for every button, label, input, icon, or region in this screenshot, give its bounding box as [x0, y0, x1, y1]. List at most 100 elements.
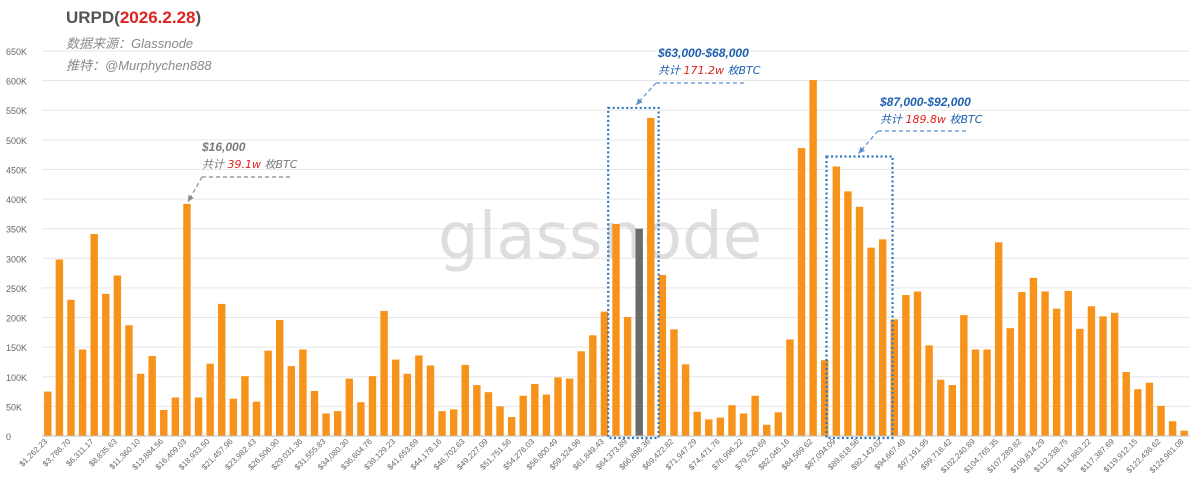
bar	[693, 411, 701, 436]
bar	[844, 191, 852, 436]
bar	[473, 385, 481, 436]
y-tick-label: 400K	[6, 195, 27, 205]
bar	[426, 365, 435, 436]
annotation-supply-label: 共计 39.1w 枚BTC	[202, 158, 298, 171]
bar	[78, 349, 87, 436]
bar	[716, 417, 725, 436]
bar	[507, 417, 516, 436]
y-tick-label: 150K	[6, 343, 27, 353]
annotation-supply-suffix: 枚BTC	[946, 113, 983, 126]
bar	[1099, 316, 1107, 436]
bar	[102, 293, 110, 436]
bar	[333, 411, 342, 436]
annotation-supply-suffix: 枚BTC	[724, 64, 761, 77]
bar	[728, 405, 736, 436]
annotation-arrow-head	[858, 146, 865, 154]
bar	[113, 275, 122, 436]
bar	[276, 319, 284, 436]
y-tick-label: 300K	[6, 254, 27, 264]
bar	[971, 349, 980, 436]
bar	[252, 401, 261, 436]
y-tick-label: 0	[6, 432, 11, 442]
bar	[948, 385, 956, 436]
bar	[218, 303, 226, 436]
y-tick-label: 350K	[6, 225, 27, 235]
annotation-supply-amount: 39.1w	[228, 158, 262, 171]
bar	[322, 413, 330, 436]
annotation-range-box	[607, 106, 660, 440]
bar	[391, 359, 400, 436]
annotation-range-box	[825, 155, 894, 440]
bar	[519, 395, 527, 436]
bar	[67, 299, 75, 436]
bar	[368, 376, 377, 436]
title-date: 2026.2.28	[119, 8, 196, 27]
bar	[635, 228, 643, 436]
y-tick-label: 650K	[6, 47, 27, 57]
bar	[786, 339, 794, 436]
bar	[1134, 389, 1142, 436]
bar	[983, 349, 991, 436]
bar	[1110, 312, 1119, 436]
bar	[160, 409, 168, 436]
bar	[878, 239, 887, 436]
annotation-supply-suffix: 枚BTC	[261, 158, 298, 171]
bar	[438, 411, 446, 436]
bar	[647, 117, 655, 436]
bar	[1029, 277, 1038, 436]
bar	[136, 373, 145, 436]
watermark-text: glassnode	[438, 200, 762, 274]
bar	[1006, 328, 1014, 436]
bar	[542, 394, 551, 436]
bar	[867, 247, 875, 436]
bar	[403, 373, 411, 436]
bar	[600, 311, 609, 436]
author-handle: 推特：@Murphychen888	[66, 58, 212, 73]
bar	[670, 329, 678, 436]
bar	[415, 355, 423, 436]
annotation-supply-label: 共计 189.8w 枚BTC	[880, 113, 983, 126]
bar	[994, 242, 1003, 436]
bar	[681, 364, 690, 436]
bar	[565, 378, 574, 436]
annotation-arrow-head	[187, 194, 194, 202]
bar	[90, 234, 98, 436]
bar	[1157, 405, 1165, 436]
bar	[623, 316, 632, 436]
annotation-price-label: $16,000	[201, 140, 246, 154]
annotation-price-label: $87,000-$92,000	[879, 95, 971, 109]
bar	[658, 274, 667, 436]
bar	[44, 391, 52, 436]
bar	[1064, 290, 1072, 436]
bar	[577, 351, 585, 436]
bar	[913, 291, 922, 436]
bar	[809, 80, 817, 437]
bar	[125, 325, 133, 436]
data-source: 数据来源：Glassnode	[66, 36, 194, 51]
annotation-supply-prefix: 共计	[658, 64, 684, 77]
chart-title: URPD(2026.2.28)	[66, 8, 211, 28]
bar	[287, 366, 296, 436]
bar	[461, 364, 469, 436]
bar	[299, 349, 307, 436]
y-tick-label: 50K	[6, 402, 22, 412]
annotation-supply-prefix: 共计	[880, 113, 906, 126]
bar	[1018, 292, 1026, 436]
bar	[380, 311, 388, 436]
bar	[855, 206, 864, 436]
bar	[183, 203, 191, 436]
bar	[1145, 382, 1154, 436]
bar	[890, 319, 899, 436]
bar	[484, 392, 493, 436]
annotation-arrow-head	[636, 98, 643, 105]
title-text: URPD(	[66, 8, 120, 27]
bar	[797, 148, 806, 436]
bar	[1122, 372, 1130, 436]
bar	[821, 360, 829, 436]
y-tick-label: 600K	[6, 77, 27, 87]
bar	[345, 378, 354, 436]
bar	[1052, 308, 1061, 436]
bar	[55, 259, 64, 436]
bar	[554, 377, 562, 436]
bar	[925, 345, 933, 436]
